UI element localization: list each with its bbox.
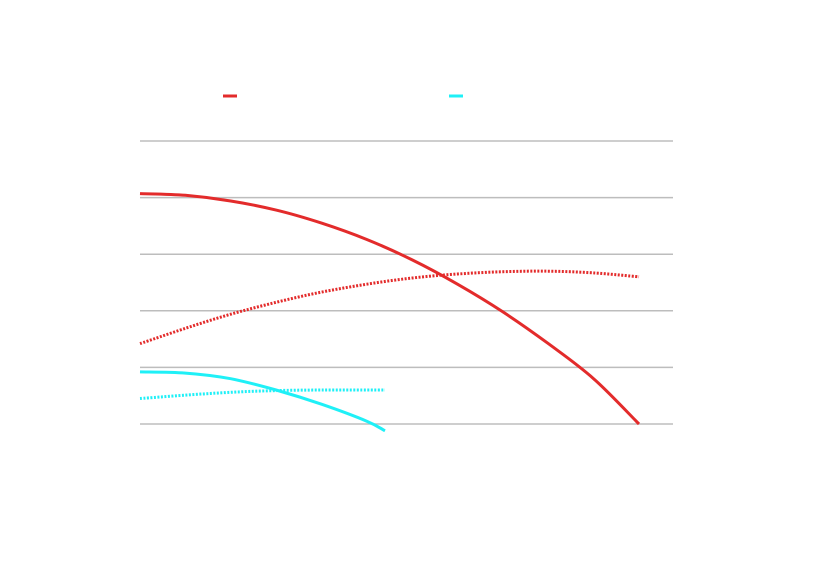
series-line-1 [139, 269, 640, 346]
series-line-2 [139, 370, 386, 433]
series-line-3 [139, 388, 385, 400]
series-line-0 [139, 192, 641, 426]
gridlines [140, 140, 673, 425]
series-lines [139, 192, 641, 433]
